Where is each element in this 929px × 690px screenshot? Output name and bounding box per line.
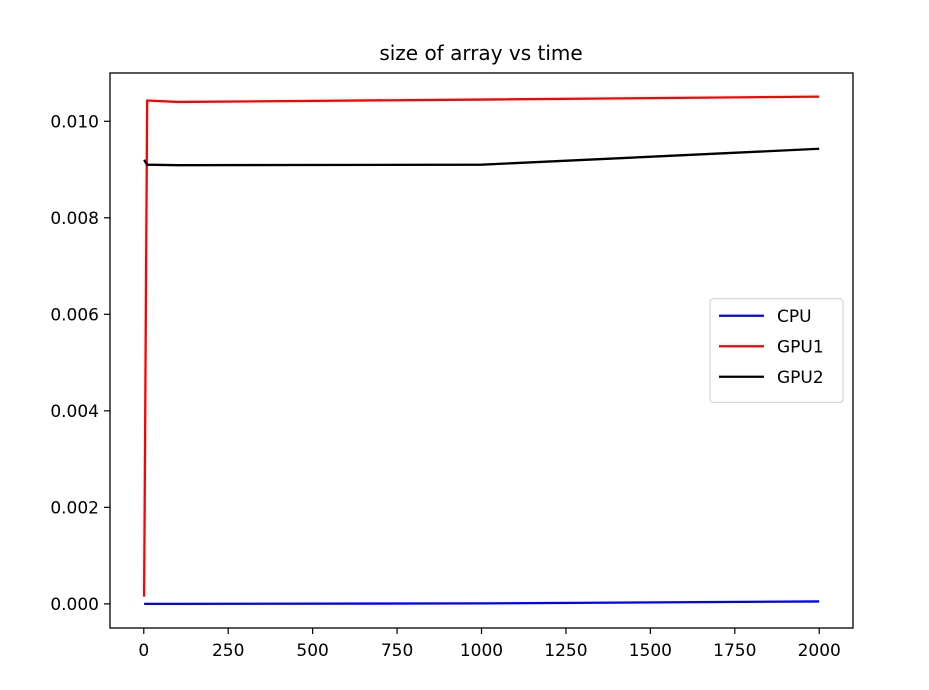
x-tick-label: 250 xyxy=(212,641,244,661)
y-tick-label: 0.010 xyxy=(50,112,99,132)
x-tick-label: 2000 xyxy=(798,641,841,661)
x-tick-label: 1500 xyxy=(629,641,672,661)
legend-label-gpu2: GPU2 xyxy=(777,368,824,388)
y-tick-label: 0.006 xyxy=(50,305,99,325)
x-tick-label: 0 xyxy=(138,641,149,661)
x-tick-label: 1250 xyxy=(544,641,587,661)
y-axis: 0.000 0.002 0.004 0.006 0.008 0.010 xyxy=(50,112,110,615)
x-tick-label: 1000 xyxy=(460,641,503,661)
series-layer xyxy=(142,95,820,606)
x-axis: 0 250 500 750 1000 1250 1500 1750 2000 xyxy=(138,628,841,661)
series-line-cpu xyxy=(144,600,820,606)
legend-label-gpu1: GPU1 xyxy=(777,337,824,357)
legend: CPU GPU1 GPU2 xyxy=(709,298,844,403)
x-tick-label: 500 xyxy=(296,641,328,661)
y-tick-label: 0.004 xyxy=(50,402,99,422)
y-tick-label: 0.008 xyxy=(50,209,99,229)
legend-label-cpu: CPU xyxy=(777,307,812,327)
series-line-gpu1 xyxy=(142,95,820,597)
y-tick-label: 0.000 xyxy=(50,595,99,615)
series-line-gpu2 xyxy=(143,147,820,167)
y-tick-label: 0.002 xyxy=(50,498,99,518)
x-tick-label: 1750 xyxy=(713,641,756,661)
x-tick-label: 750 xyxy=(381,641,413,661)
chart-title: size of array vs time xyxy=(379,41,582,65)
